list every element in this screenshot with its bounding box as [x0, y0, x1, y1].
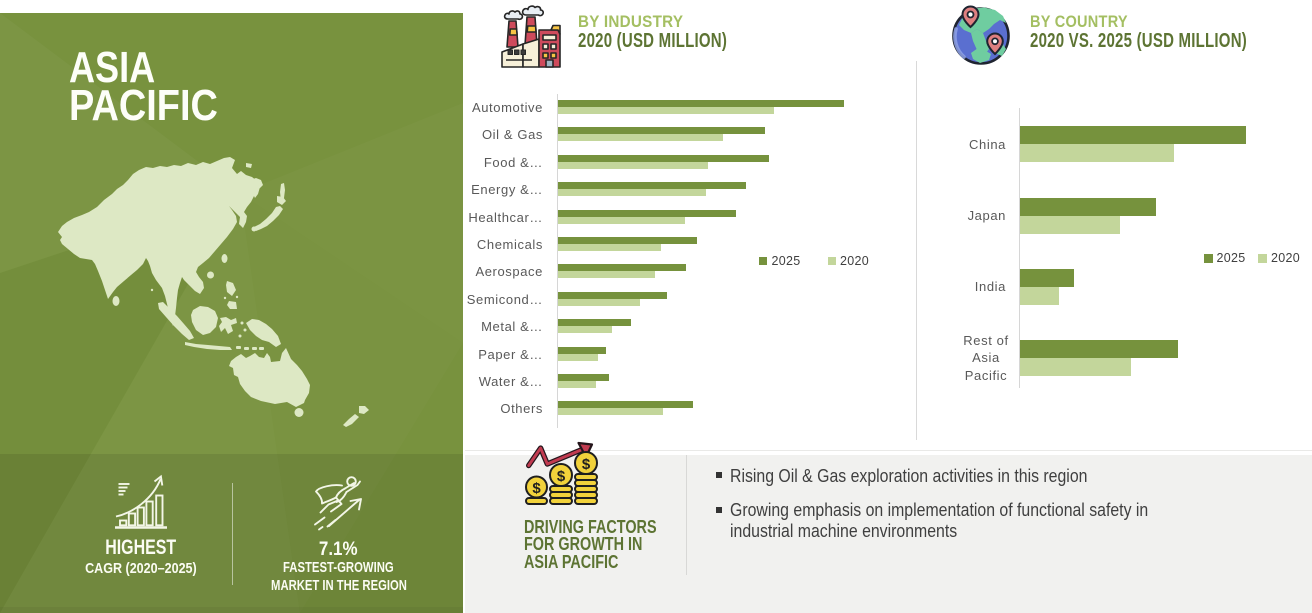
svg-text:$: $ — [532, 480, 541, 497]
svg-text:$: $ — [557, 468, 566, 485]
svg-text:$: $ — [582, 456, 591, 473]
